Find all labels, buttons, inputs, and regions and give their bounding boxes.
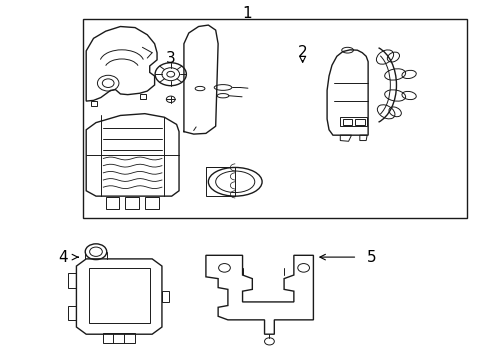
Bar	[125, 197, 139, 209]
Bar	[83, 19, 467, 218]
Bar	[145, 197, 159, 209]
Text: 4: 4	[58, 249, 68, 265]
Bar	[355, 119, 365, 125]
Bar	[343, 119, 352, 125]
Bar	[162, 291, 169, 302]
Bar	[206, 167, 235, 196]
Bar	[68, 306, 76, 320]
Text: 3: 3	[166, 50, 175, 66]
Bar	[106, 197, 120, 209]
Text: 2: 2	[298, 45, 307, 60]
Bar	[68, 273, 76, 288]
Text: 1: 1	[243, 6, 252, 21]
Bar	[89, 268, 150, 323]
Bar	[103, 333, 135, 343]
Text: 5: 5	[367, 249, 377, 265]
Bar	[340, 117, 367, 126]
